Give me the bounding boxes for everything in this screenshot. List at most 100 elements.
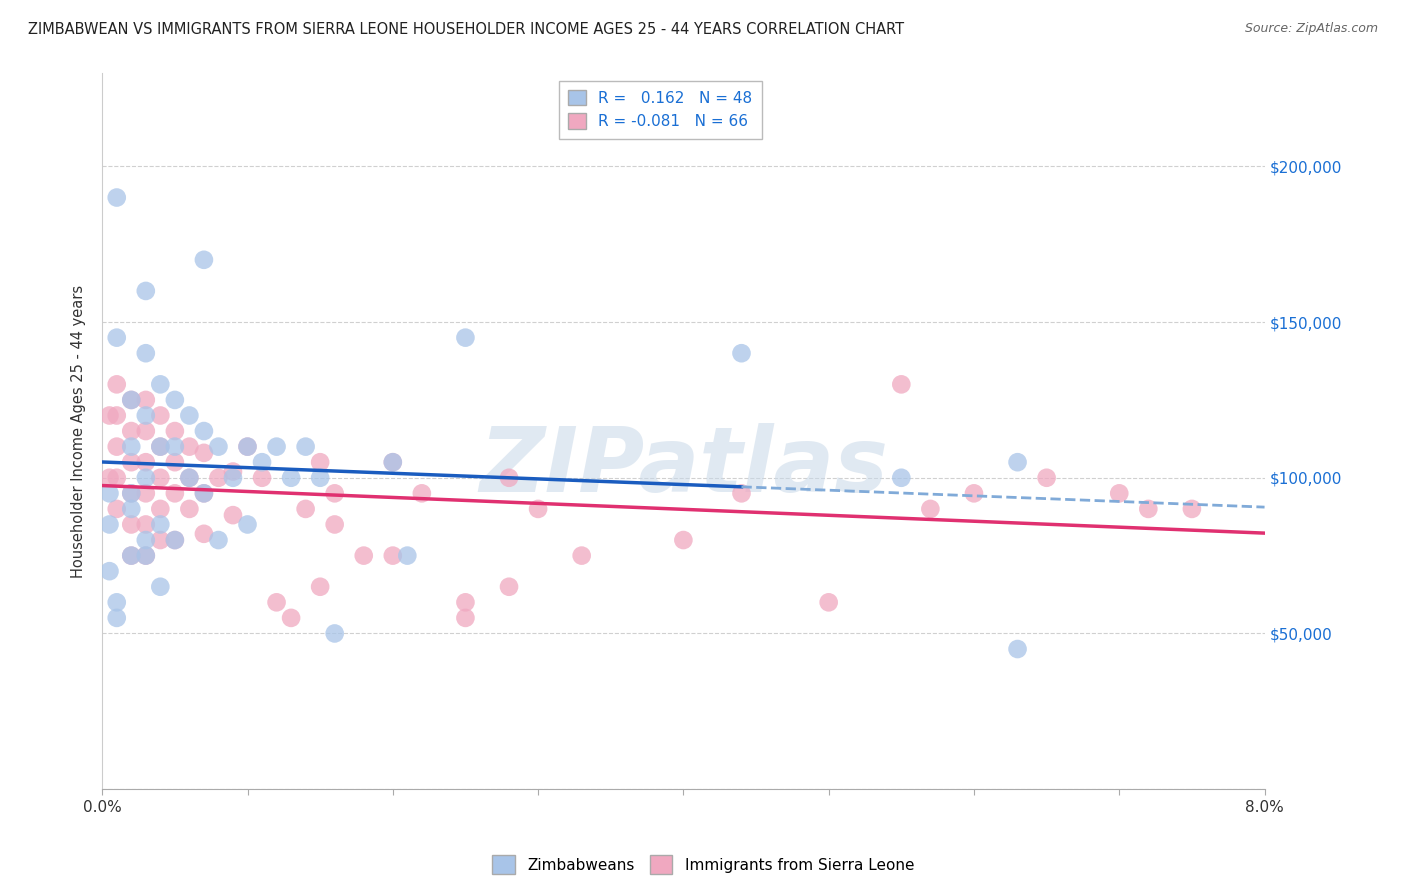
Point <box>236 440 259 454</box>
Point <box>149 517 172 532</box>
Point <box>98 409 121 423</box>
Point <box>1035 471 1057 485</box>
Text: Source: ZipAtlas.com: Source: ZipAtlas.com <box>1244 22 1378 36</box>
Point <box>163 455 186 469</box>
Point <box>179 471 201 485</box>
Point <box>1007 642 1029 657</box>
Point <box>381 455 404 469</box>
Point <box>149 440 172 454</box>
Point <box>120 486 142 500</box>
Point <box>135 533 157 547</box>
Point <box>120 549 142 563</box>
Point <box>1007 455 1029 469</box>
Point <box>730 486 752 500</box>
Legend: R =   0.162   N = 48, R = -0.081   N = 66: R = 0.162 N = 48, R = -0.081 N = 66 <box>558 80 762 138</box>
Point <box>149 533 172 547</box>
Point <box>193 424 215 438</box>
Point <box>105 611 128 625</box>
Point <box>98 471 121 485</box>
Point <box>890 471 912 485</box>
Point <box>163 486 186 500</box>
Point <box>120 486 142 500</box>
Point <box>120 392 142 407</box>
Point <box>280 471 302 485</box>
Point <box>193 486 215 500</box>
Point <box>163 533 186 547</box>
Point <box>105 440 128 454</box>
Point <box>135 455 157 469</box>
Point <box>179 440 201 454</box>
Point <box>1108 486 1130 500</box>
Point <box>222 508 245 523</box>
Point <box>105 409 128 423</box>
Text: ZIMBABWEAN VS IMMIGRANTS FROM SIERRA LEONE HOUSEHOLDER INCOME AGES 25 - 44 YEARS: ZIMBABWEAN VS IMMIGRANTS FROM SIERRA LEO… <box>28 22 904 37</box>
Point <box>135 549 157 563</box>
Point <box>135 486 157 500</box>
Point <box>120 517 142 532</box>
Point <box>250 455 273 469</box>
Point <box>890 377 912 392</box>
Point <box>323 517 346 532</box>
Point <box>179 471 201 485</box>
Point <box>381 549 404 563</box>
Point <box>309 580 332 594</box>
Point <box>105 471 128 485</box>
Point <box>294 440 316 454</box>
Point <box>105 331 128 345</box>
Point <box>193 486 215 500</box>
Point <box>120 549 142 563</box>
Point <box>193 446 215 460</box>
Text: ZIPatlas: ZIPatlas <box>479 423 887 511</box>
Point <box>454 595 477 609</box>
Point <box>280 611 302 625</box>
Point <box>250 471 273 485</box>
Point <box>135 549 157 563</box>
Point <box>454 611 477 625</box>
Point <box>527 502 550 516</box>
Point <box>163 533 186 547</box>
Point <box>294 502 316 516</box>
Point <box>222 465 245 479</box>
Point <box>207 471 229 485</box>
Point <box>236 440 259 454</box>
Point <box>207 440 229 454</box>
Legend: Zimbabweans, Immigrants from Sierra Leone: Zimbabweans, Immigrants from Sierra Leon… <box>485 849 921 880</box>
Point <box>179 502 201 516</box>
Point <box>120 440 142 454</box>
Point <box>120 424 142 438</box>
Point <box>163 440 186 454</box>
Point <box>920 502 942 516</box>
Point <box>323 486 346 500</box>
Point <box>353 549 375 563</box>
Point <box>411 486 433 500</box>
Point <box>1181 502 1204 516</box>
Point <box>309 471 332 485</box>
Point <box>98 564 121 578</box>
Point <box>135 471 157 485</box>
Point <box>381 455 404 469</box>
Point <box>163 424 186 438</box>
Point <box>323 626 346 640</box>
Point <box>193 252 215 267</box>
Point <box>120 502 142 516</box>
Point <box>135 517 157 532</box>
Point <box>135 284 157 298</box>
Point <box>266 595 288 609</box>
Point <box>963 486 986 500</box>
Point <box>571 549 593 563</box>
Y-axis label: Householder Income Ages 25 - 44 years: Householder Income Ages 25 - 44 years <box>72 285 86 578</box>
Point <box>120 455 142 469</box>
Point <box>396 549 419 563</box>
Point <box>498 580 520 594</box>
Point <box>730 346 752 360</box>
Point <box>98 486 121 500</box>
Point <box>309 455 332 469</box>
Point <box>149 502 172 516</box>
Point <box>149 440 172 454</box>
Point <box>266 440 288 454</box>
Point <box>149 471 172 485</box>
Point <box>149 580 172 594</box>
Point <box>135 392 157 407</box>
Point <box>135 424 157 438</box>
Point <box>236 517 259 532</box>
